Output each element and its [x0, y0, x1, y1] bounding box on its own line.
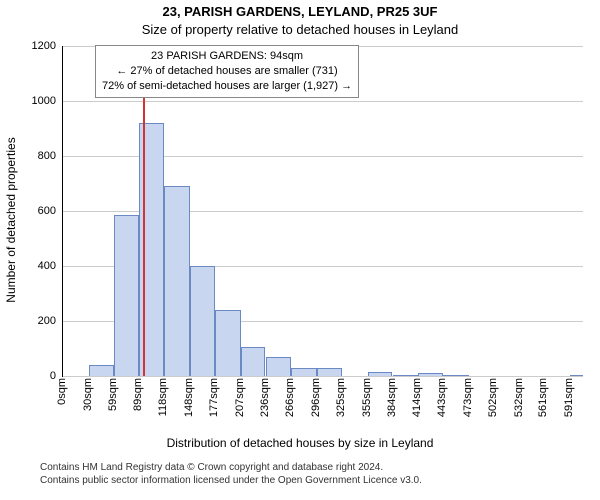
info-box-line1: 23 PARISH GARDENS: 94sqm — [102, 49, 352, 64]
x-tick-label: 118sqm — [157, 378, 169, 416]
histogram-bar — [317, 368, 342, 376]
x-tick-label: 414sqm — [411, 378, 423, 417]
x-axis-label: Distribution of detached houses by size … — [0, 436, 600, 450]
histogram-bar — [266, 357, 292, 376]
histogram-bar — [215, 310, 241, 376]
grid-line — [63, 101, 583, 102]
x-tick-label: 384sqm — [386, 378, 398, 417]
x-tick-label: 296sqm — [310, 378, 322, 417]
chart-title-line2: Size of property relative to detached ho… — [0, 22, 600, 37]
histogram-bar — [393, 375, 419, 376]
histogram-bar — [89, 365, 114, 376]
x-tick-label: 177sqm — [208, 378, 220, 417]
x-tick-label: 207sqm — [234, 378, 246, 417]
histogram-bar — [241, 347, 266, 376]
y-axis-label: Number of detached properties — [4, 40, 18, 400]
x-axis-ticks: 0sqm30sqm59sqm89sqm118sqm148sqm177sqm207… — [62, 378, 582, 438]
histogram-bar — [443, 375, 469, 376]
info-box-line2: ← 27% of detached houses are smaller (73… — [102, 64, 352, 79]
grid-line — [63, 376, 583, 377]
x-tick-label: 443sqm — [436, 378, 448, 417]
histogram-bar — [291, 368, 317, 376]
x-tick-label: 0sqm — [56, 378, 68, 405]
y-tick-label: 800 — [26, 150, 56, 162]
info-box: 23 PARISH GARDENS: 94sqm ← 27% of detach… — [95, 45, 359, 98]
x-tick-label: 532sqm — [513, 378, 525, 417]
histogram-bar — [368, 372, 393, 376]
info-box-line3: 72% of semi-detached houses are larger (… — [102, 79, 352, 94]
histogram-bar — [570, 375, 583, 376]
attribution-line2: Contains public sector information licen… — [40, 474, 600, 487]
y-tick-label: 400 — [26, 260, 56, 272]
y-tick-label: 1000 — [26, 95, 56, 107]
histogram-bar — [190, 266, 215, 376]
x-tick-label: 355sqm — [361, 378, 373, 417]
x-tick-label: 266sqm — [284, 378, 296, 417]
x-tick-label: 30sqm — [82, 378, 94, 411]
y-tick-label: 600 — [26, 205, 56, 217]
x-tick-label: 591sqm — [563, 378, 575, 417]
x-tick-label: 148sqm — [183, 378, 195, 417]
attribution-line1: Contains HM Land Registry data © Crown c… — [40, 461, 600, 474]
chart-container: 23, PARISH GARDENS, LEYLAND, PR25 3UF Si… — [0, 0, 600, 500]
x-tick-label: 325sqm — [335, 378, 347, 417]
x-tick-label: 473sqm — [462, 378, 474, 417]
x-tick-label: 89sqm — [132, 378, 144, 411]
chart-outer: Number of detached properties 0200400600… — [0, 40, 600, 440]
histogram-bar — [418, 373, 443, 376]
x-tick-label: 502sqm — [487, 378, 499, 417]
x-tick-label: 236sqm — [259, 378, 271, 417]
chart-title-line1: 23, PARISH GARDENS, LEYLAND, PR25 3UF — [0, 4, 600, 19]
histogram-bar — [164, 186, 190, 376]
x-tick-label: 59sqm — [107, 378, 119, 411]
y-tick-label: 0 — [26, 370, 56, 382]
y-tick-label: 200 — [26, 315, 56, 327]
attribution: Contains HM Land Registry data © Crown c… — [40, 461, 600, 487]
y-axis-ticks: 020040060080010001200 — [30, 46, 60, 376]
y-tick-label: 1200 — [26, 40, 56, 52]
x-tick-label: 561sqm — [537, 378, 549, 417]
histogram-bar — [114, 215, 140, 376]
